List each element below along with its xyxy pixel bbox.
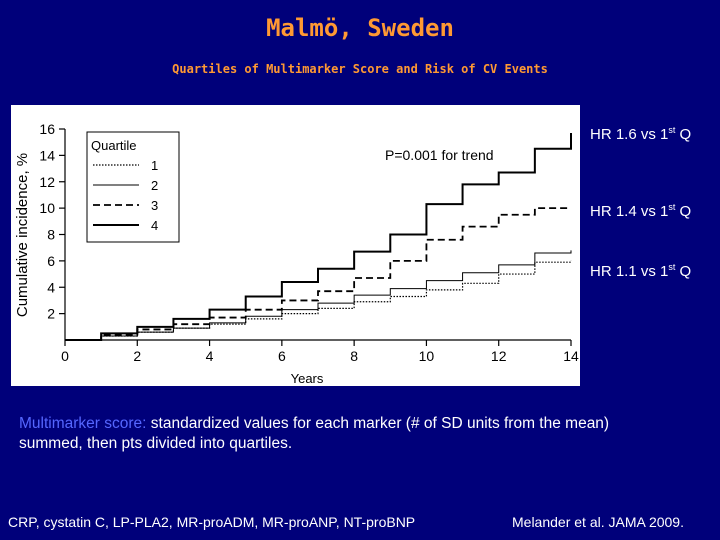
x-tick-label: 10 [419, 348, 435, 364]
p-trend-annotation: P=0.001 for trend [385, 147, 494, 163]
marker-list: CRP, cystatin C, LP-PLA2, MR-pro​ADM, MR… [8, 514, 416, 530]
legend-label-quartile-2: 2 [151, 178, 158, 193]
x-tick-label: 2 [133, 348, 141, 364]
x-tick-label: 6 [278, 348, 286, 364]
multimarker-definition: standardized values for each marker (# o… [19, 415, 610, 452]
series-line-quartile-1 [65, 260, 572, 341]
legend-label-quartile-1: 1 [151, 158, 158, 173]
legend-label-quartile-3: 3 [151, 198, 158, 213]
x-tick-label: 0 [61, 348, 69, 364]
y-axis-label: Cumulative incidence, % [14, 153, 31, 317]
y-tick-label: 12 [39, 174, 55, 190]
y-tick-label: 2 [47, 306, 55, 322]
hr-q2-label: HR 1.1 vs 1st Q [590, 262, 692, 280]
series-line-quartile-2 [65, 250, 572, 341]
legend-title: Quartile [91, 138, 137, 153]
x-tick-label: 12 [491, 348, 507, 364]
series-line-quartile-4 [65, 132, 572, 341]
multimarker-description: Multimarker score: standardized values f… [19, 414, 659, 454]
y-tick-label: 16 [39, 121, 55, 137]
x-axis-label: Years [291, 371, 324, 386]
citation: Melander et al. JAMA 2009. [512, 514, 684, 530]
slide-subtitle: Quartiles of Multimarker Score and Risk … [172, 62, 548, 76]
y-tick-label: 4 [47, 279, 55, 295]
slide-title: Malmö, Sweden [266, 14, 454, 42]
y-tick-label: 10 [39, 200, 55, 216]
hr-q3-label: HR 1.4 vs 1st Q [590, 202, 692, 220]
y-tick-label: 14 [39, 147, 55, 163]
kaplan-meier-figure: 2 4 6 8 10 12 14 16 0 2 4 6 8 10 12 14 Cumulative inci… [11, 105, 580, 386]
x-tick-label: 4 [206, 348, 214, 364]
hr-q4-label: HR 1.6 vs 1st Q [590, 125, 692, 143]
legend-label-quartile-4: 4 [151, 218, 158, 233]
x-tick-label: 8 [350, 348, 358, 364]
y-tick-label: 6 [47, 253, 55, 269]
legend: Quartile 1 2 3 4 [86, 131, 180, 243]
y-tick-label: 8 [47, 227, 55, 243]
x-tick-label: 14 [563, 348, 579, 364]
series-line-quartile-3 [65, 207, 571, 341]
multimarker-term: Multimarker score: [19, 415, 147, 432]
